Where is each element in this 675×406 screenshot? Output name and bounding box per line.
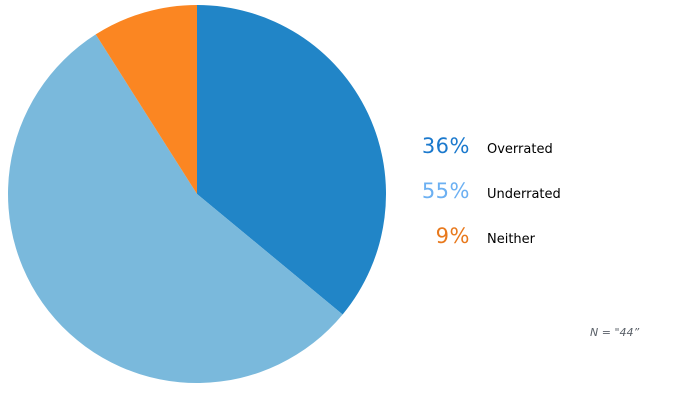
legend: 36% Overrated 55% Underrated 9% Neither — [408, 133, 561, 268]
pie-chart — [8, 5, 386, 383]
legend-percent-neither: 9% — [435, 224, 470, 248]
legend-label-neither: Neither — [487, 232, 536, 247]
pie-slice-neither — [95, 5, 197, 194]
sample-size-footnote: N = "44” — [590, 326, 640, 339]
legend-percent-overrated: 36% — [421, 134, 470, 158]
legend-item-underrated: 55% Underrated — [408, 178, 561, 204]
legend-item-overrated: 36% Overrated — [408, 133, 561, 159]
pie-slice-underrated — [8, 34, 343, 383]
pie-slice-overrated — [197, 5, 386, 315]
legend-label-underrated: Underrated — [487, 187, 561, 202]
legend-percent-underrated: 55% — [421, 179, 470, 203]
legend-item-neither: 9% Neither — [408, 223, 561, 249]
legend-label-overrated: Overrated — [487, 142, 553, 157]
